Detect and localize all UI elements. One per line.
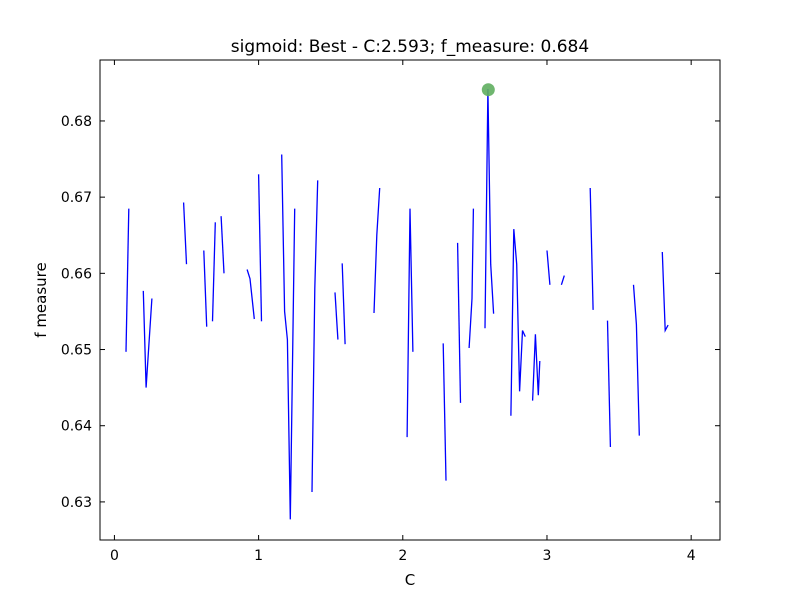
chart-title: sigmoid: Best - C:2.593; f_measure: 0.68… [231,37,589,57]
x-tick-label: 3 [543,548,552,564]
series-line-segment [560,275,565,285]
x-tick-label: 1 [254,548,263,564]
series-line-segment [220,216,225,274]
series-line-segment [257,174,263,322]
series-line-segment [606,320,612,448]
x-tick-label: 2 [398,548,407,564]
series-line-segment [246,269,255,320]
series-line-segment [203,250,208,327]
series-line-segment [311,180,319,493]
series-line-segment [406,208,414,438]
plot-area [125,83,669,520]
series-line-segment [334,292,339,340]
series-line-segment [484,88,495,329]
best-point-marker [481,83,495,97]
series-line-segment [182,202,188,265]
y-tick-label: 0.63 [61,495,92,511]
series-line-segment [468,208,475,349]
x-tick-label: 0 [110,548,119,564]
series-line-segment [142,290,153,388]
y-tick-label: 0.65 [61,343,92,359]
series-line-segment [442,343,447,481]
y-axis-label: f measure [32,262,50,337]
series-line-segment [661,251,669,333]
y-tick-label: 0.68 [61,114,92,130]
y-tick-label: 0.66 [61,266,92,282]
x-tick-label: 4 [687,548,696,564]
series-line-segment [531,334,541,401]
axis-ticks: 0 1 2 3 4 0.63 0.64 0.65 0.66 0.67 0.68 [61,60,720,564]
series-line-segment [211,222,216,322]
y-tick-label: 0.64 [61,419,92,435]
series-line-segment [546,250,551,285]
series-line-segment [125,208,130,352]
series-line-segment [510,229,526,416]
y-tick-label: 0.67 [61,190,92,206]
series-line-segment [341,263,346,345]
series-line-segment [456,242,462,403]
series-line-segment [281,154,296,520]
series-line-segment [632,284,640,436]
series-line-segment [589,187,594,310]
plot-series-group [125,88,669,520]
axes-frame [99,59,721,541]
x-axis-label: C [405,571,415,589]
series-line-segment [373,187,381,314]
